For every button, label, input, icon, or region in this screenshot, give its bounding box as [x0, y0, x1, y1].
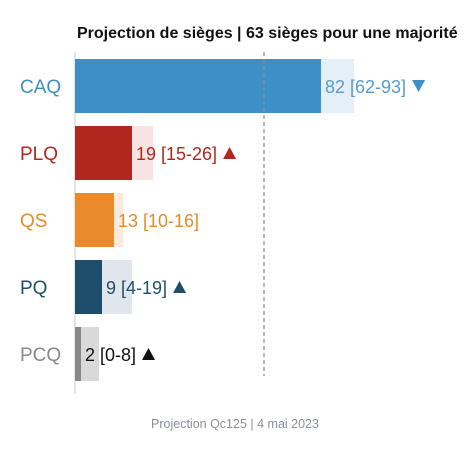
value-label-caq: 82 [62-93] — [325, 77, 406, 97]
value-label-pq: 9 [4-19] — [106, 278, 167, 298]
party-label-caq: CAQ — [20, 77, 61, 98]
chart-title: Projection de sièges | 63 sièges pour un… — [77, 25, 458, 42]
value-label-plq: 19 [15-26] — [136, 144, 217, 164]
value-bar-plq — [75, 126, 132, 180]
party-label-pcq: PCQ — [20, 345, 61, 366]
bars-group: CAQ 82 [62-93] PLQ 19 [15-26] QS 13 [10-16] PQ… — [20, 59, 426, 381]
trend-down-icon — [412, 80, 426, 92]
party-label-pq: PQ — [20, 278, 47, 299]
chart-caption: Projection Qc125 | 4 mai 2023 — [151, 417, 319, 431]
trend-up-icon — [173, 281, 187, 293]
value-label-qs: 13 [10-16] — [118, 211, 199, 231]
value-bar-qs — [75, 193, 114, 247]
value-bar-pq — [75, 260, 102, 314]
party-label-plq: PLQ — [20, 144, 58, 165]
trend-up-icon — [142, 348, 156, 360]
party-label-qs: QS — [20, 211, 47, 232]
value-bar-caq — [75, 59, 321, 113]
trend-up-icon — [223, 147, 237, 159]
value-label-pcq: 2 [0-8] — [85, 345, 136, 365]
value-bar-pcq — [75, 327, 81, 381]
